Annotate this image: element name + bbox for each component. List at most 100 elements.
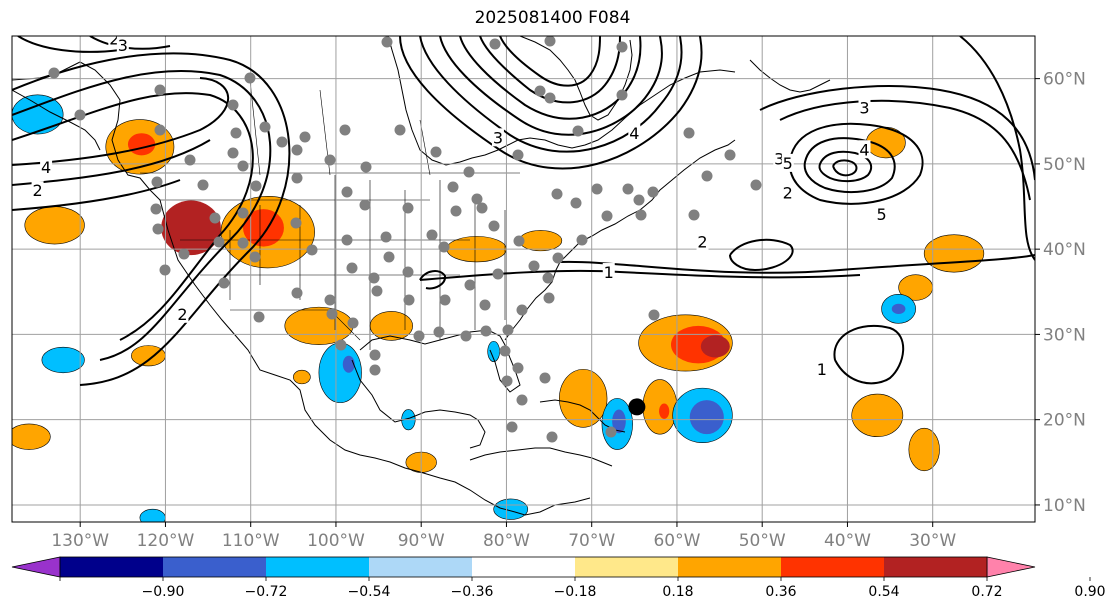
colorbar-tick-label: 0.90 [1074, 584, 1105, 600]
positive-anomaly-area [284, 306, 354, 345]
colorbar-segment [472, 557, 575, 577]
colorbar-segment [163, 557, 266, 577]
positive-anomaly-area [161, 200, 221, 256]
colorbar-segment [60, 557, 163, 577]
map-frame [11, 35, 1036, 523]
longitude-label: 80°W [483, 531, 530, 551]
contour-label-bg [781, 153, 794, 172]
colorbar-segment [266, 557, 369, 577]
negative-anomaly-area [891, 303, 906, 314]
positive-anomaly-area [12, 423, 51, 450]
positive-anomaly-area [700, 335, 730, 358]
colorbar-over-arrow [986, 556, 1036, 578]
contour-label-bg [815, 360, 828, 379]
contour-value-label: 2 [783, 184, 793, 203]
colorbar-tick-label: −0.90 [142, 584, 185, 600]
negative-anomaly-area [139, 508, 166, 522]
contour-value-label: 3 [118, 36, 128, 55]
colorbar-segment [369, 557, 472, 577]
positive-anomaly-area [559, 369, 608, 428]
contour-label-bg [31, 181, 44, 200]
positive-anomaly-area [243, 209, 284, 247]
contour-value-label: 3 [774, 150, 784, 169]
contour-value-label: 5 [876, 205, 886, 224]
longitude-label: 30°W [909, 531, 956, 551]
negative-anomaly-area [318, 342, 362, 403]
longitude-label: 100°W [307, 531, 365, 551]
contour-value-label: 2 [697, 232, 707, 251]
longitude-label: 90°W [398, 531, 445, 551]
contour-value-label: 1 [604, 263, 614, 282]
contour-label-bg [40, 158, 53, 177]
colorbar-segment [678, 557, 781, 577]
contour-value-label: 4 [859, 140, 869, 159]
longitude-label: 60°W [653, 531, 700, 551]
contour-label-bg [491, 128, 504, 147]
contour-value-label: 5 [783, 154, 793, 173]
longitude-label: 120°W [137, 531, 195, 551]
contour-value-label: 3 [493, 128, 503, 147]
colorbar-tick-label: −0.54 [348, 584, 391, 600]
negative-anomaly-area [493, 498, 529, 520]
colorbar-tick-label: −0.36 [451, 584, 494, 600]
colorbar-tick-label: 0.54 [868, 584, 899, 600]
colorbar-tick-label: 0.18 [662, 584, 693, 600]
positive-anomaly-area [908, 427, 940, 472]
negative-anomaly-area [12, 94, 64, 135]
ocean-background [12, 36, 1035, 522]
contour-value-label: 2 [32, 181, 42, 200]
coastlines [12, 36, 831, 516]
contour-label-bg [875, 205, 888, 224]
negative-anomaly-area [41, 346, 85, 374]
shaded-fields [12, 94, 985, 522]
contour-label-bg [602, 263, 615, 282]
colorbar-tick-label: −0.72 [245, 584, 288, 600]
longitude-label: 50°W [739, 531, 786, 551]
contour-value-label: 2 [109, 29, 119, 48]
negative-anomaly-area [612, 409, 626, 434]
longitude-label: 70°W [568, 531, 615, 551]
positive-anomaly-area [24, 206, 85, 245]
positive-anomaly-area [131, 345, 166, 367]
plot-title: 2025081400 F084 [474, 8, 631, 28]
latitude-label: 20°N [1043, 411, 1086, 431]
negative-anomaly-area [342, 355, 355, 373]
positive-anomaly-area [851, 393, 904, 438]
positive-anomaly-area [127, 133, 156, 156]
contour-value-label: 1 [817, 360, 827, 379]
positive-anomaly-area [293, 369, 311, 385]
colorbar-segment [575, 557, 678, 577]
colorbar-tick-label: 0.72 [971, 584, 1002, 600]
colorbar-tick-label: 0.36 [765, 584, 796, 600]
contour-value-label: 4 [629, 124, 639, 143]
colorbar-segment [884, 557, 987, 577]
positive-anomaly-area [518, 230, 563, 252]
colorbar: −0.90 −0.72 −0.54 −0.36 −0.18 0.18 0.36 0.54 0.7… [11, 556, 1105, 600]
colorbar-frame [59, 556, 988, 578]
longitude-label: 40°W [824, 531, 871, 551]
longitude-label: 110°W [222, 531, 280, 551]
negative-anomaly-area [689, 400, 724, 435]
latitude-label: 60°N [1043, 70, 1086, 90]
graticule [12, 36, 1035, 522]
contour-label-bg [108, 36, 121, 48]
contour-label-bg [858, 98, 871, 117]
contour-label-bg [628, 124, 641, 143]
observation-stations [48, 36, 762, 443]
colorbar-tick-label: −0.18 [554, 584, 597, 600]
contour-label-bg [858, 140, 871, 159]
highlighted-station-marker [628, 398, 646, 416]
contour-lines [12, 36, 1035, 386]
contour-value-label: 4 [41, 158, 51, 177]
latitude-label: 50°N [1043, 155, 1086, 175]
positive-anomaly-area [642, 379, 678, 435]
colorbar-under-arrow [11, 556, 61, 578]
contour-label-bg [696, 232, 709, 251]
contour-label-bg [176, 304, 189, 323]
latitude-label: 40°N [1043, 240, 1086, 260]
positive-anomaly-area [659, 403, 670, 419]
